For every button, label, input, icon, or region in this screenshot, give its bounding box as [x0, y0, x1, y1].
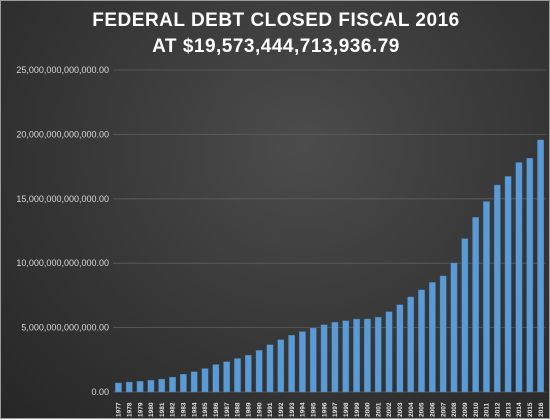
y-tick-label: 20,000,000,000,000.00: [16, 129, 109, 139]
bar-2005: [418, 289, 425, 393]
x-tick-label: 1987: [224, 402, 231, 417]
bar-1987: [223, 361, 231, 393]
y-tick-label: 0.00: [91, 387, 109, 397]
x-tick-label: 1981: [159, 402, 166, 417]
x-tick-label: 2015: [527, 402, 534, 417]
y-tick-label: 25,000,000,000,000.00: [16, 65, 109, 75]
x-tick-label: 2002: [386, 402, 393, 417]
bar-1999: [353, 318, 360, 393]
x-tick-label: 2010: [473, 402, 480, 417]
x-tick-label: 2006: [430, 402, 437, 417]
x-tick-label: 2007: [440, 402, 447, 417]
bar-1983: [180, 374, 187, 393]
x-tick-label: 2001: [375, 402, 382, 417]
bar-1991: [266, 344, 274, 393]
bar-1989: [244, 354, 252, 393]
bar-1979: [136, 381, 144, 393]
bar-1990: [255, 350, 263, 393]
x-tick-label: 1978: [126, 402, 133, 417]
bar-1986: [212, 364, 220, 393]
x-tick-label: 1993: [289, 402, 296, 417]
x-tick-label: 2012: [494, 402, 501, 417]
x-tick-label: 2008: [451, 402, 458, 417]
bar-1980: [147, 380, 155, 393]
bar-2014: [515, 162, 523, 393]
x-tick-label: 1979: [137, 402, 144, 417]
bar-1981: [158, 378, 166, 393]
x-tick-label: 2005: [419, 402, 426, 417]
x-tick-label: 2011: [484, 403, 491, 417]
x-tick-label: 2016: [538, 402, 545, 417]
x-tick-label: 1989: [246, 402, 253, 417]
bar-1985: [201, 368, 209, 393]
x-tick-label: 1990: [256, 402, 263, 417]
bar-1978: [125, 381, 133, 393]
bar-1994: [299, 331, 306, 393]
x-tick-label: 1998: [343, 402, 350, 417]
bar-1993: [288, 334, 295, 393]
y-tick-label: 10,000,000,000,000.00: [16, 258, 109, 268]
bar-2001: [374, 316, 382, 393]
bar-2013: [504, 176, 512, 393]
bar-2015: [526, 158, 534, 393]
x-tick-label: 1985: [202, 402, 209, 417]
bar-2003: [396, 304, 404, 393]
x-tick-label: 1988: [235, 402, 242, 417]
x-tick-label: 1977: [116, 402, 123, 417]
x-tick-label: 2004: [408, 402, 415, 417]
bar-2007: [439, 275, 447, 393]
x-tick-label: 1996: [321, 402, 328, 417]
bar-2000: [364, 318, 371, 393]
bar-2011: [483, 201, 490, 393]
x-tick-label: 1982: [170, 402, 177, 417]
bar-1977: [115, 382, 122, 393]
x-tick-label: 2003: [397, 402, 404, 417]
x-tick-label: 1995: [310, 402, 317, 417]
y-tick-label: 5,000,000,000,000.00: [21, 323, 109, 333]
x-tick-label: 1980: [148, 402, 155, 417]
bar-1982: [169, 376, 176, 393]
x-tick-label: 2009: [462, 402, 469, 417]
chart-title: FEDERAL DEBT CLOSED FISCAL 2016: [92, 10, 460, 31]
x-tick-label: 1997: [332, 402, 339, 417]
bar-2002: [385, 311, 393, 393]
x-tick-label: 1992: [278, 402, 285, 417]
bar-2008: [450, 262, 458, 393]
bar-1984: [190, 371, 198, 393]
x-tick-label: 2013: [505, 402, 512, 417]
bar-2012: [493, 184, 501, 393]
x-tick-label: 1986: [213, 402, 220, 417]
x-tick-label: 2000: [365, 402, 372, 417]
bar-2010: [472, 217, 479, 393]
bar-2009: [461, 238, 469, 393]
chart-subtitle: AT $19,573,444,713,936.79: [152, 36, 400, 57]
bar-1992: [277, 339, 285, 393]
x-tick-label: 1984: [191, 402, 198, 417]
x-tick-label: 1994: [300, 402, 307, 417]
bar-1997: [331, 322, 339, 393]
bar-2006: [428, 282, 436, 393]
bar-1998: [342, 320, 350, 393]
y-tick-label: 15,000,000,000,000.00: [16, 194, 109, 204]
bar-2016: [537, 139, 544, 393]
x-tick-label: 1991: [267, 402, 274, 417]
bar-2004: [407, 296, 415, 393]
x-tick-label: 2014: [516, 402, 523, 417]
x-tick-label: 1983: [181, 402, 188, 417]
bar-1988: [234, 358, 241, 393]
bar-1995: [309, 327, 317, 393]
bar-1996: [320, 324, 328, 393]
x-tick-label: 1999: [354, 402, 361, 417]
